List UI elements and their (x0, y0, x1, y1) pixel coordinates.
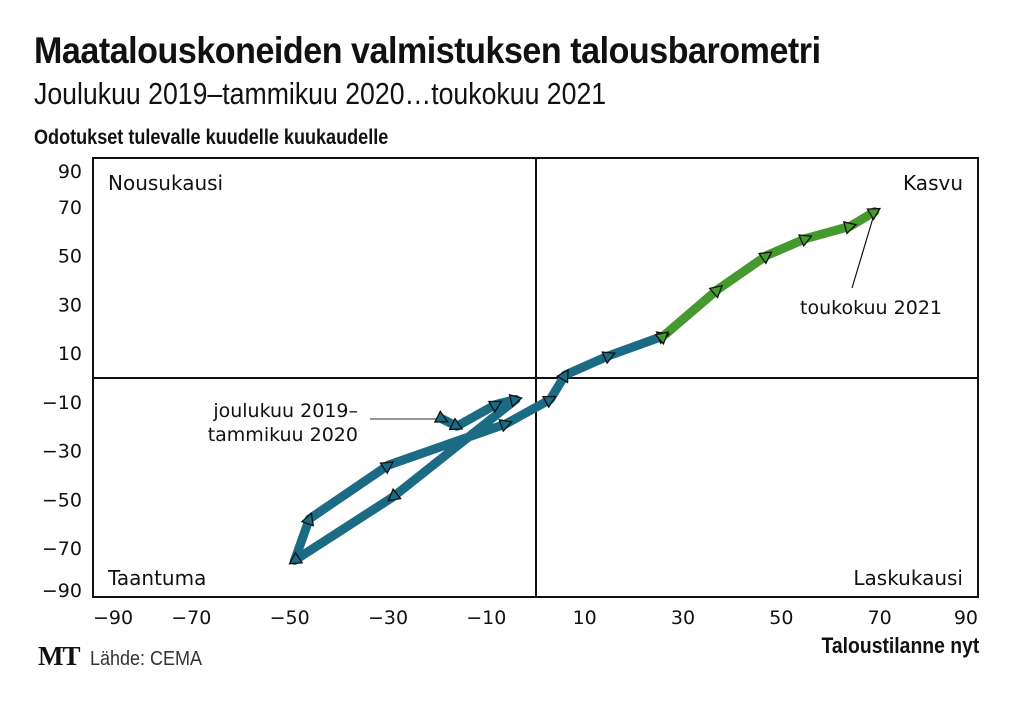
data-point-marker (448, 417, 464, 431)
x-tick-label: −70 (171, 607, 211, 629)
end-annotation: toukokuu 2021 (800, 297, 942, 319)
start-annotation-line2: tammikuu 2020 (208, 424, 358, 446)
x-tick-label: −30 (368, 607, 408, 629)
data-point-marker (797, 234, 813, 248)
quadrant-top-right: Kasvu (903, 171, 963, 195)
y-tick-label: 90 (58, 161, 82, 183)
y-tick-label: −70 (42, 538, 82, 560)
x-tick-label: −10 (466, 607, 506, 629)
series-line-blue (290, 331, 668, 565)
quadrant-bottom-right: Laskukausi (853, 566, 963, 590)
data-point-marker (757, 251, 773, 265)
x-tick-label: 70 (868, 607, 892, 629)
y-tick-label: 10 (58, 343, 82, 365)
data-point-marker (387, 487, 402, 502)
data-point-marker (654, 331, 669, 346)
y-axis-label: Odotukset tulevalle kuudelle kuukaudelle (34, 126, 389, 149)
quadrant-top-left: Nousukausi (108, 171, 223, 195)
x-tick-label: 30 (671, 607, 695, 629)
data-point-marker (708, 284, 724, 299)
end-annotation-leader (851, 217, 874, 289)
start-annotation-line1: joulukuu 2019– (212, 400, 358, 422)
footer: MT Lähde: CEMA (38, 641, 214, 672)
y-tick-label: 50 (58, 246, 82, 268)
y-tick-label: 70 (58, 197, 82, 219)
y-tick-label: −90 (42, 580, 82, 602)
data-point-marker (866, 207, 882, 221)
data-point-marker (433, 410, 449, 423)
data-point-marker (508, 393, 523, 408)
x-tick-label: −90 (93, 607, 133, 629)
data-point-marker (300, 512, 315, 527)
chart-title: Maatalouskoneiden valmistuksen talousbar… (34, 30, 821, 71)
y-tick-label: 30 (58, 294, 82, 316)
data-point-marker (556, 368, 569, 384)
chart-subtitle: Joulukuu 2019–tammikuu 2020…toukokuu 202… (34, 76, 607, 111)
y-tick-label: −10 (42, 392, 82, 414)
x-axis-label: Taloustilanne nyt (821, 633, 979, 658)
data-point-marker (498, 419, 513, 433)
quadrant-bottom-left: Taantuma (107, 566, 206, 590)
data-point-marker (601, 351, 616, 365)
y-tick-label: −50 (42, 489, 82, 511)
data-point-marker (842, 220, 858, 235)
data-point-marker (541, 395, 557, 409)
source-text: Lähde: CEMA (89, 648, 202, 670)
x-tick-label: −50 (270, 607, 310, 629)
mt-logo: MT (38, 641, 80, 671)
data-point-marker (487, 400, 503, 414)
data-point-marker (379, 461, 395, 475)
y-tick-label: −30 (42, 441, 82, 463)
x-tick-label: 50 (769, 607, 793, 629)
x-tick-label: 90 (954, 607, 978, 629)
data-point-marker (288, 551, 304, 565)
x-tick-label: 10 (573, 607, 597, 629)
